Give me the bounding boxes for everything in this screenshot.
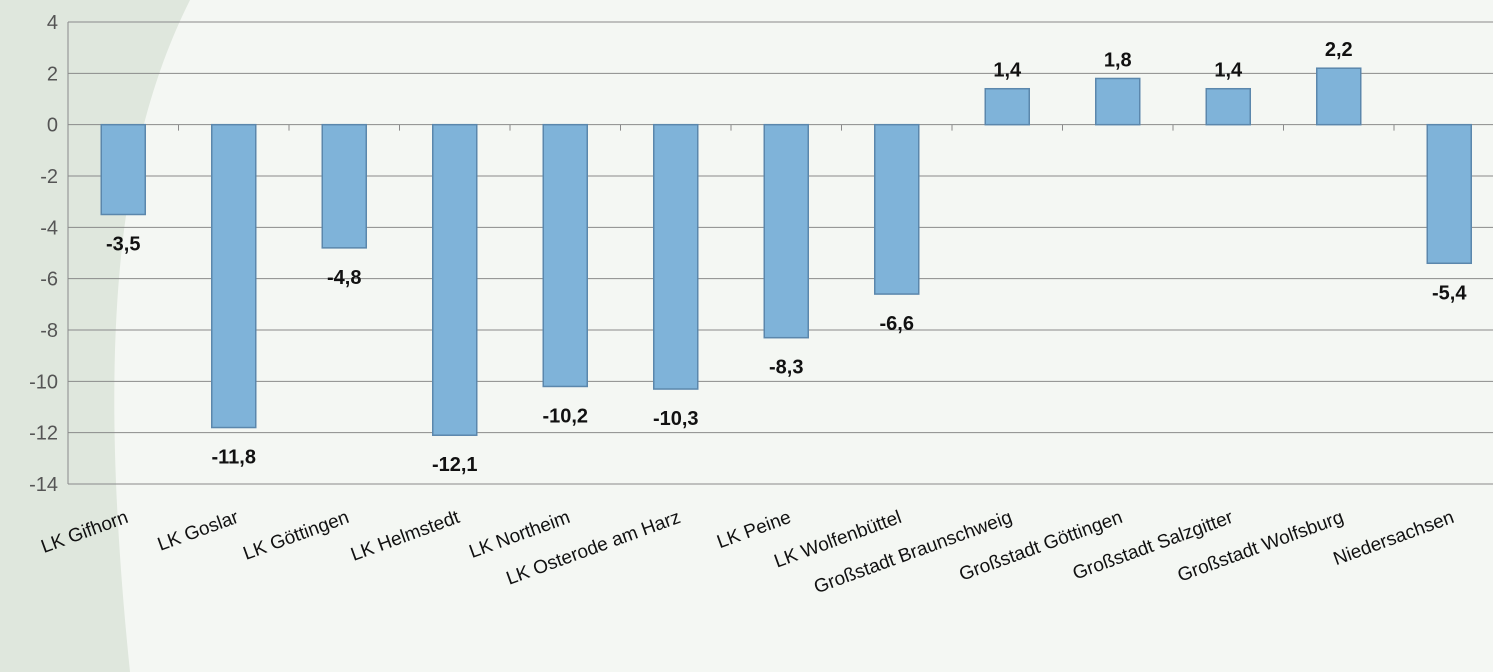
bar [1205,87,1251,126]
data-label: -4,8 [327,267,361,289]
data-label: 2,2 [1325,39,1353,61]
category-label: LK Helmstedt [348,507,463,566]
y-tick-labels: 4 2 0 -2 -4 -6 -8 -10 -12 -14 [29,12,58,496]
y-tick-label: -4 [40,217,58,239]
category-label: LK Peine [714,507,794,553]
y-tick-label: -10 [29,371,58,393]
y-tick-label: 0 [47,115,58,137]
y-tick-label: -12 [29,423,58,445]
bar [653,123,699,390]
y-tick-label: -2 [40,166,58,188]
bar [211,123,257,429]
category-label: Niedersachsen [1331,507,1457,570]
data-label: -8,3 [769,357,803,379]
data-label: -6,6 [880,313,914,335]
bar [542,123,588,388]
y-tick-label: -14 [29,474,58,496]
data-label: 1,8 [1104,49,1132,71]
background-swoosh-shape [0,0,190,672]
bar [100,123,146,216]
y-tick-label: 4 [47,12,58,34]
category-label: Großstadt Braunschweig [811,507,1015,598]
data-label: -5,4 [1432,282,1467,304]
data-label: 1,4 [993,60,1022,82]
bar [763,123,809,339]
category-label: LK Goslar [155,507,242,556]
bar [1426,123,1472,265]
bars [100,67,1472,436]
data-label: -10,3 [653,408,699,430]
y-tick-label: -8 [40,320,58,342]
bar [984,87,1030,126]
y-tick-label: -6 [40,269,58,291]
category-label: LK Gifhorn [38,507,131,558]
data-labels: -3,5 -11,8 -4,8 -12,1 -10,2 -10,3 -8,3 -6,6 1,4 1… [106,39,1467,476]
data-label: -3,5 [106,234,140,256]
category-label: LK Göttingen [241,507,352,565]
bar [1095,77,1141,126]
bar [321,123,367,249]
axes [67,22,1395,484]
data-label: -11,8 [212,447,256,469]
bar [1316,67,1362,126]
bar [432,123,478,436]
data-label: -10,2 [542,405,588,427]
bar [874,123,920,295]
data-label: -12,1 [432,454,478,476]
data-label: 1,4 [1214,60,1243,82]
y-tick-label: 2 [47,63,58,85]
